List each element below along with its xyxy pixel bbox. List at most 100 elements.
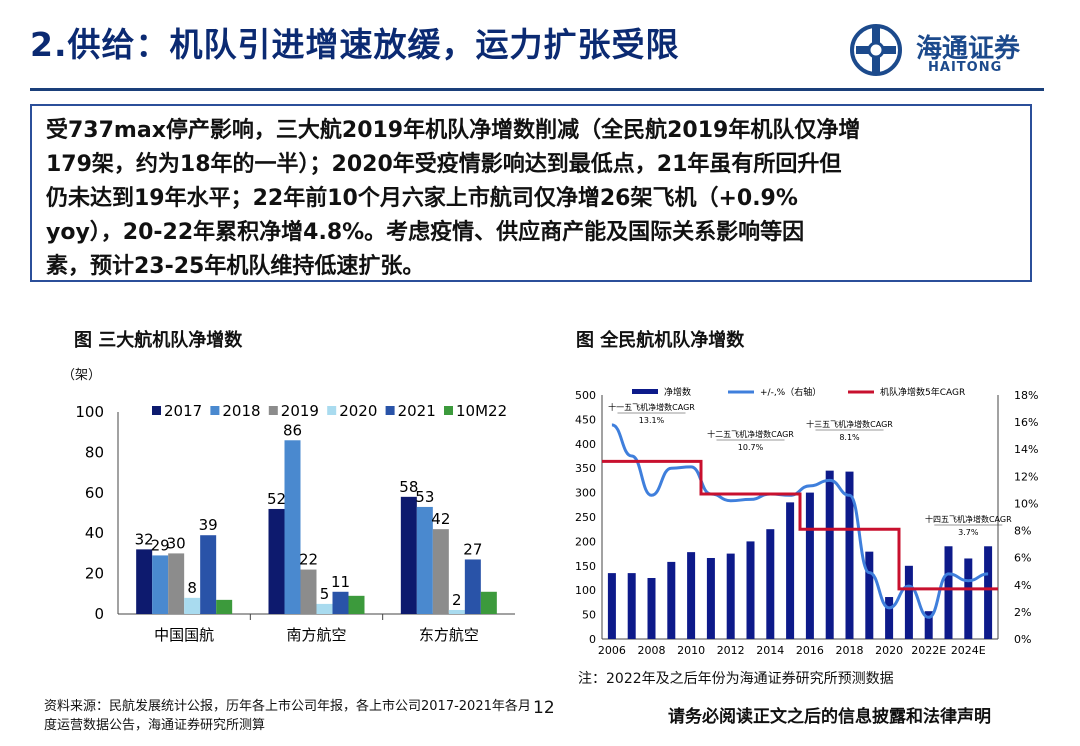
y-tick-label: 300 [575, 487, 596, 500]
x-tick-label: 2010 [677, 644, 705, 657]
legend-label: 2017 [164, 402, 202, 420]
chart1-unit: （架） [62, 368, 102, 383]
bar [300, 569, 317, 614]
data-label: 86 [283, 421, 302, 439]
data-label: 11 [331, 573, 350, 591]
legend-swatch [210, 406, 220, 415]
y-tick-label: 20 [85, 565, 104, 583]
cagr-step-line [602, 459, 998, 591]
bar [825, 470, 834, 639]
y-tick-label: 450 [575, 413, 596, 426]
bar [200, 535, 217, 614]
legend-swatch [632, 389, 658, 394]
y2-tick-label: 6% [1014, 552, 1031, 565]
growth-line [611, 423, 989, 619]
page-title: 2.供给：机队引进增速放缓，运力扩张受限 [30, 25, 680, 64]
bar [400, 496, 417, 614]
cagr-annotation-label: 十三五飞机净增数CAGR [806, 419, 893, 429]
y-tick-label: 150 [575, 560, 596, 573]
y-tick-label: 100 [75, 403, 104, 421]
y2-tick-label: 0% [1014, 633, 1031, 646]
cagr-annotation-label: 十四五飞机净增数CAGR [925, 514, 1012, 524]
cagr-annotation-value: 10.7% [738, 443, 764, 452]
page-number: 12 [533, 698, 555, 718]
bar [432, 529, 449, 614]
y-tick-label: 40 [85, 524, 104, 542]
bar [332, 591, 349, 614]
summary-box: 受737max停产影响，三大航2019年机队净增数削减（全民航2019年机队仅净… [30, 104, 1032, 282]
bar [416, 506, 433, 614]
data-label: 8 [187, 579, 197, 597]
legend-swatch [152, 406, 161, 415]
bar [786, 502, 795, 639]
legend-label: 10M22 [456, 402, 507, 420]
data-label: 5 [320, 585, 330, 603]
summary-line: 179架，约为18年的一半）；2020年受疫情影响达到最低点，21年虽有所回升但 [46, 152, 842, 177]
y2-tick-label: 10% [1014, 497, 1038, 510]
bar [746, 541, 755, 639]
x-tick-label: 2006 [598, 644, 626, 657]
summary-line: 仍未达到19年水平；22年前10个月六家上市航司仅净增26架飞机（+0.9% [46, 186, 798, 211]
bar [805, 492, 814, 639]
y2-tick-label: 12% [1014, 470, 1038, 483]
summary-line: 素，预计23-25年机队维持低速扩张。 [46, 254, 425, 279]
chart2-note: 注：2022年及之后年份为海通证券研究所预测数据 [578, 671, 894, 687]
legend-label: 净增数 [664, 386, 691, 398]
data-label: 42 [431, 510, 450, 528]
data-label: 32 [135, 530, 154, 548]
data-label: 39 [199, 516, 218, 534]
cagr-annotation-value: 3.7% [958, 528, 979, 537]
bar [316, 603, 333, 614]
bar [448, 609, 465, 614]
bar [152, 555, 169, 614]
legend-label: 2020 [339, 402, 377, 420]
legend-swatch [385, 406, 395, 415]
data-label: 53 [415, 488, 434, 506]
bar [268, 508, 285, 614]
bar [726, 553, 735, 639]
legend-label: 2019 [281, 402, 319, 420]
y2-tick-label: 16% [1014, 416, 1038, 429]
bar [706, 557, 715, 639]
bar [667, 561, 676, 639]
legend-label: +/-,%（右轴） [760, 386, 821, 398]
legend-label: 2021 [398, 402, 436, 420]
data-label: 30 [167, 534, 186, 552]
header-divider [30, 88, 1044, 91]
footer-source: 资料来源：民航发展统计公报，历年各上市公司年报，各上市公司2017-2021年各… [44, 699, 531, 733]
y-tick-label: 500 [575, 389, 596, 402]
data-label: 2 [452, 591, 462, 609]
y-tick-label: 80 [85, 443, 104, 461]
data-label: 29 [151, 536, 170, 554]
data-label: 58 [399, 478, 418, 496]
y-tick-label: 400 [575, 438, 596, 451]
y2-tick-label: 8% [1014, 525, 1031, 538]
bar [627, 573, 636, 639]
bar [845, 471, 854, 639]
x-tick-label: 东方航空 [419, 626, 479, 644]
summary-line: yoy），20-22年累积净增4.8%。考虑疫情、供应商产能及国际关系影响等因 [46, 220, 805, 245]
data-label: 22 [299, 551, 318, 569]
bar [647, 578, 656, 639]
x-tick-label: 2014 [756, 644, 784, 657]
x-tick-label: 2020 [875, 644, 903, 657]
x-tick-label: 南方航空 [286, 626, 346, 644]
bar [904, 565, 913, 639]
bar [984, 546, 993, 639]
bar [964, 558, 973, 639]
bar [607, 573, 616, 639]
y2-tick-label: 18% [1014, 389, 1038, 402]
legend-swatch [327, 406, 337, 415]
x-tick-label: 2018 [836, 644, 864, 657]
bar [136, 549, 153, 614]
bar [924, 611, 933, 639]
haitong-logo-icon [850, 24, 902, 76]
y-tick-label: 350 [575, 462, 596, 475]
bar [216, 599, 233, 614]
chart-civil-aviation-net-additions: 0 50 100 150 200 250 300 350 400 450 500 0% 2% 4% 6% 8%… [575, 386, 1038, 657]
legend-label: 2018 [222, 402, 260, 420]
haitong-logo: 海通证券 HAITONG [846, 22, 1056, 82]
bar [865, 551, 874, 639]
y-tick-label: 100 [575, 584, 596, 597]
